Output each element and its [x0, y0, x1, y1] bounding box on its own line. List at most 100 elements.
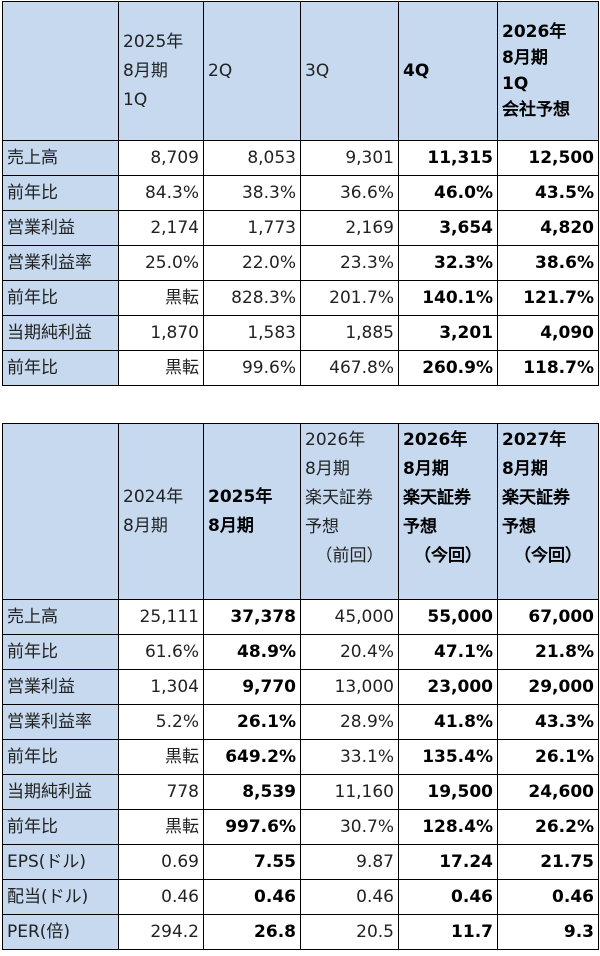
value-cell: 20.5: [300, 914, 399, 950]
value-cell: 84.3%: [118, 175, 204, 211]
table-header-row: 2024年 8月期 2025年 8月期 2026年 8月期 楽天証券 予想 （前回） 202…: [2, 423, 599, 600]
value-cell: 61.6%: [118, 634, 204, 670]
value-cell: 1,304: [118, 669, 204, 705]
row-label: 営業利益率: [2, 245, 119, 281]
row-label: 前年比: [2, 350, 119, 386]
header-corner: [2, 1, 119, 141]
value-cell: 41.8%: [398, 704, 498, 740]
value-cell: 7.55: [203, 844, 301, 880]
value-cell: 3,201: [398, 315, 498, 351]
value-cell: 黒転: [118, 809, 204, 845]
value-cell: 997.6%: [203, 809, 301, 845]
value-cell: 55,000: [398, 599, 498, 635]
value-cell: 1,773: [203, 210, 301, 246]
value-cell: 4,090: [497, 315, 599, 351]
row-label: 売上高: [2, 599, 119, 635]
row-label: 当期純利益: [2, 315, 119, 351]
value-cell: 37,378: [203, 599, 301, 635]
header-cell: 2Q: [203, 1, 301, 141]
value-cell: 12,500: [497, 140, 599, 176]
annual-forecast-table: 2024年 8月期 2025年 8月期 2026年 8月期 楽天証券 予想 （前回） 202…: [2, 423, 599, 950]
value-cell: 33.1%: [300, 739, 399, 775]
value-cell: 128.4%: [398, 809, 498, 845]
value-cell: 38.6%: [497, 245, 599, 281]
table-row: 前年比 黒転 828.3% 201.7% 140.1% 121.7%: [2, 280, 599, 316]
value-cell: 9,301: [300, 140, 399, 176]
header-cell: 2024年 8月期: [118, 423, 204, 600]
value-cell: 0.46: [300, 879, 399, 915]
value-cell: 467.8%: [300, 350, 399, 386]
value-cell: 26.1%: [203, 704, 301, 740]
value-cell: 11,160: [300, 774, 399, 810]
value-cell: 48.9%: [203, 634, 301, 670]
value-cell: 0.46: [203, 879, 301, 915]
table-row: 前年比 61.6% 48.9% 20.4% 47.1% 21.8%: [2, 634, 599, 670]
row-label: 前年比: [2, 175, 119, 211]
value-cell: 67,000: [497, 599, 599, 635]
value-cell: 25.0%: [118, 245, 204, 281]
value-cell: 11,315: [398, 140, 498, 176]
table-header-row: 2025年 8月期 1Q 2Q 3Q 4Q 2026年 8月期 1Q 会社予想: [2, 1, 599, 141]
value-cell: 135.4%: [398, 739, 498, 775]
value-cell: 21.75: [497, 844, 599, 880]
value-cell: 1,885: [300, 315, 399, 351]
value-cell: 43.3%: [497, 704, 599, 740]
value-cell: 46.0%: [398, 175, 498, 211]
value-cell: 28.9%: [300, 704, 399, 740]
value-cell: 9.3: [497, 914, 599, 950]
value-cell: 3,654: [398, 210, 498, 246]
header-cell: 2026年 8月期 楽天証券 予想 （前回）: [300, 423, 399, 600]
table-row: 営業利益 1,304 9,770 13,000 23,000 29,000: [2, 669, 599, 705]
table-row: 売上高 8,709 8,053 9,301 11,315 12,500: [2, 140, 599, 176]
value-cell: 1,870: [118, 315, 204, 351]
value-cell: 23.3%: [300, 245, 399, 281]
value-cell: 260.9%: [398, 350, 498, 386]
value-cell: 26.2%: [497, 809, 599, 845]
value-cell: 20.4%: [300, 634, 399, 670]
value-cell: 2,174: [118, 210, 204, 246]
value-cell: 5.2%: [118, 704, 204, 740]
table-row: 売上高 25,111 37,378 45,000 55,000 67,000: [2, 599, 599, 635]
row-label: 営業利益率: [2, 704, 119, 740]
header-cell: 2025年 8月期 1Q: [118, 1, 204, 141]
table-row: 当期純利益 778 8,539 11,160 19,500 24,600: [2, 774, 599, 810]
value-cell: 121.7%: [497, 280, 599, 316]
header-cell: 2026年 8月期 楽天証券 予想 （今回）: [398, 423, 498, 600]
header-cell: 4Q: [398, 1, 498, 141]
header-corner: [2, 423, 119, 600]
value-cell: 4,820: [497, 210, 599, 246]
value-cell: 22.0%: [203, 245, 301, 281]
row-label: 営業利益: [2, 210, 119, 246]
value-cell: 45,000: [300, 599, 399, 635]
row-label: 配当(ドル): [2, 879, 119, 915]
value-cell: 47.1%: [398, 634, 498, 670]
value-cell: 778: [118, 774, 204, 810]
value-cell: 13,000: [300, 669, 399, 705]
header-cell: 2026年 8月期 1Q 会社予想: [497, 1, 599, 141]
value-cell: 0.46: [497, 879, 599, 915]
value-cell: 8,709: [118, 140, 204, 176]
table-row: 営業利益率 5.2% 26.1% 28.9% 41.8% 43.3%: [2, 704, 599, 740]
value-cell: 140.1%: [398, 280, 498, 316]
value-cell: 21.8%: [497, 634, 599, 670]
table-row: EPS(ドル) 0.69 7.55 9.87 17.24 21.75: [2, 844, 599, 880]
value-cell: 201.7%: [300, 280, 399, 316]
value-cell: 828.3%: [203, 280, 301, 316]
table-row: 前年比 84.3% 38.3% 36.6% 46.0% 43.5%: [2, 175, 599, 211]
header-cell: 2027年 8月期 楽天証券 予想 （今回）: [497, 423, 599, 600]
value-cell: 29,000: [497, 669, 599, 705]
table-row: 前年比 黒転 99.6% 467.8% 260.9% 118.7%: [2, 350, 599, 386]
value-cell: 649.2%: [203, 739, 301, 775]
value-cell: 黒転: [118, 739, 204, 775]
value-cell: 8,539: [203, 774, 301, 810]
row-label: 前年比: [2, 634, 119, 670]
value-cell: 11.7: [398, 914, 498, 950]
value-cell: 黒転: [118, 350, 204, 386]
table-row: 配当(ドル) 0.46 0.46 0.46 0.46 0.46: [2, 879, 599, 915]
header-cell: 3Q: [300, 1, 399, 141]
value-cell: 24,600: [497, 774, 599, 810]
row-label: PER(倍): [2, 914, 119, 950]
table-row: 前年比 黒転 649.2% 33.1% 135.4% 26.1%: [2, 739, 599, 775]
value-cell: 9.87: [300, 844, 399, 880]
value-cell: 8,053: [203, 140, 301, 176]
